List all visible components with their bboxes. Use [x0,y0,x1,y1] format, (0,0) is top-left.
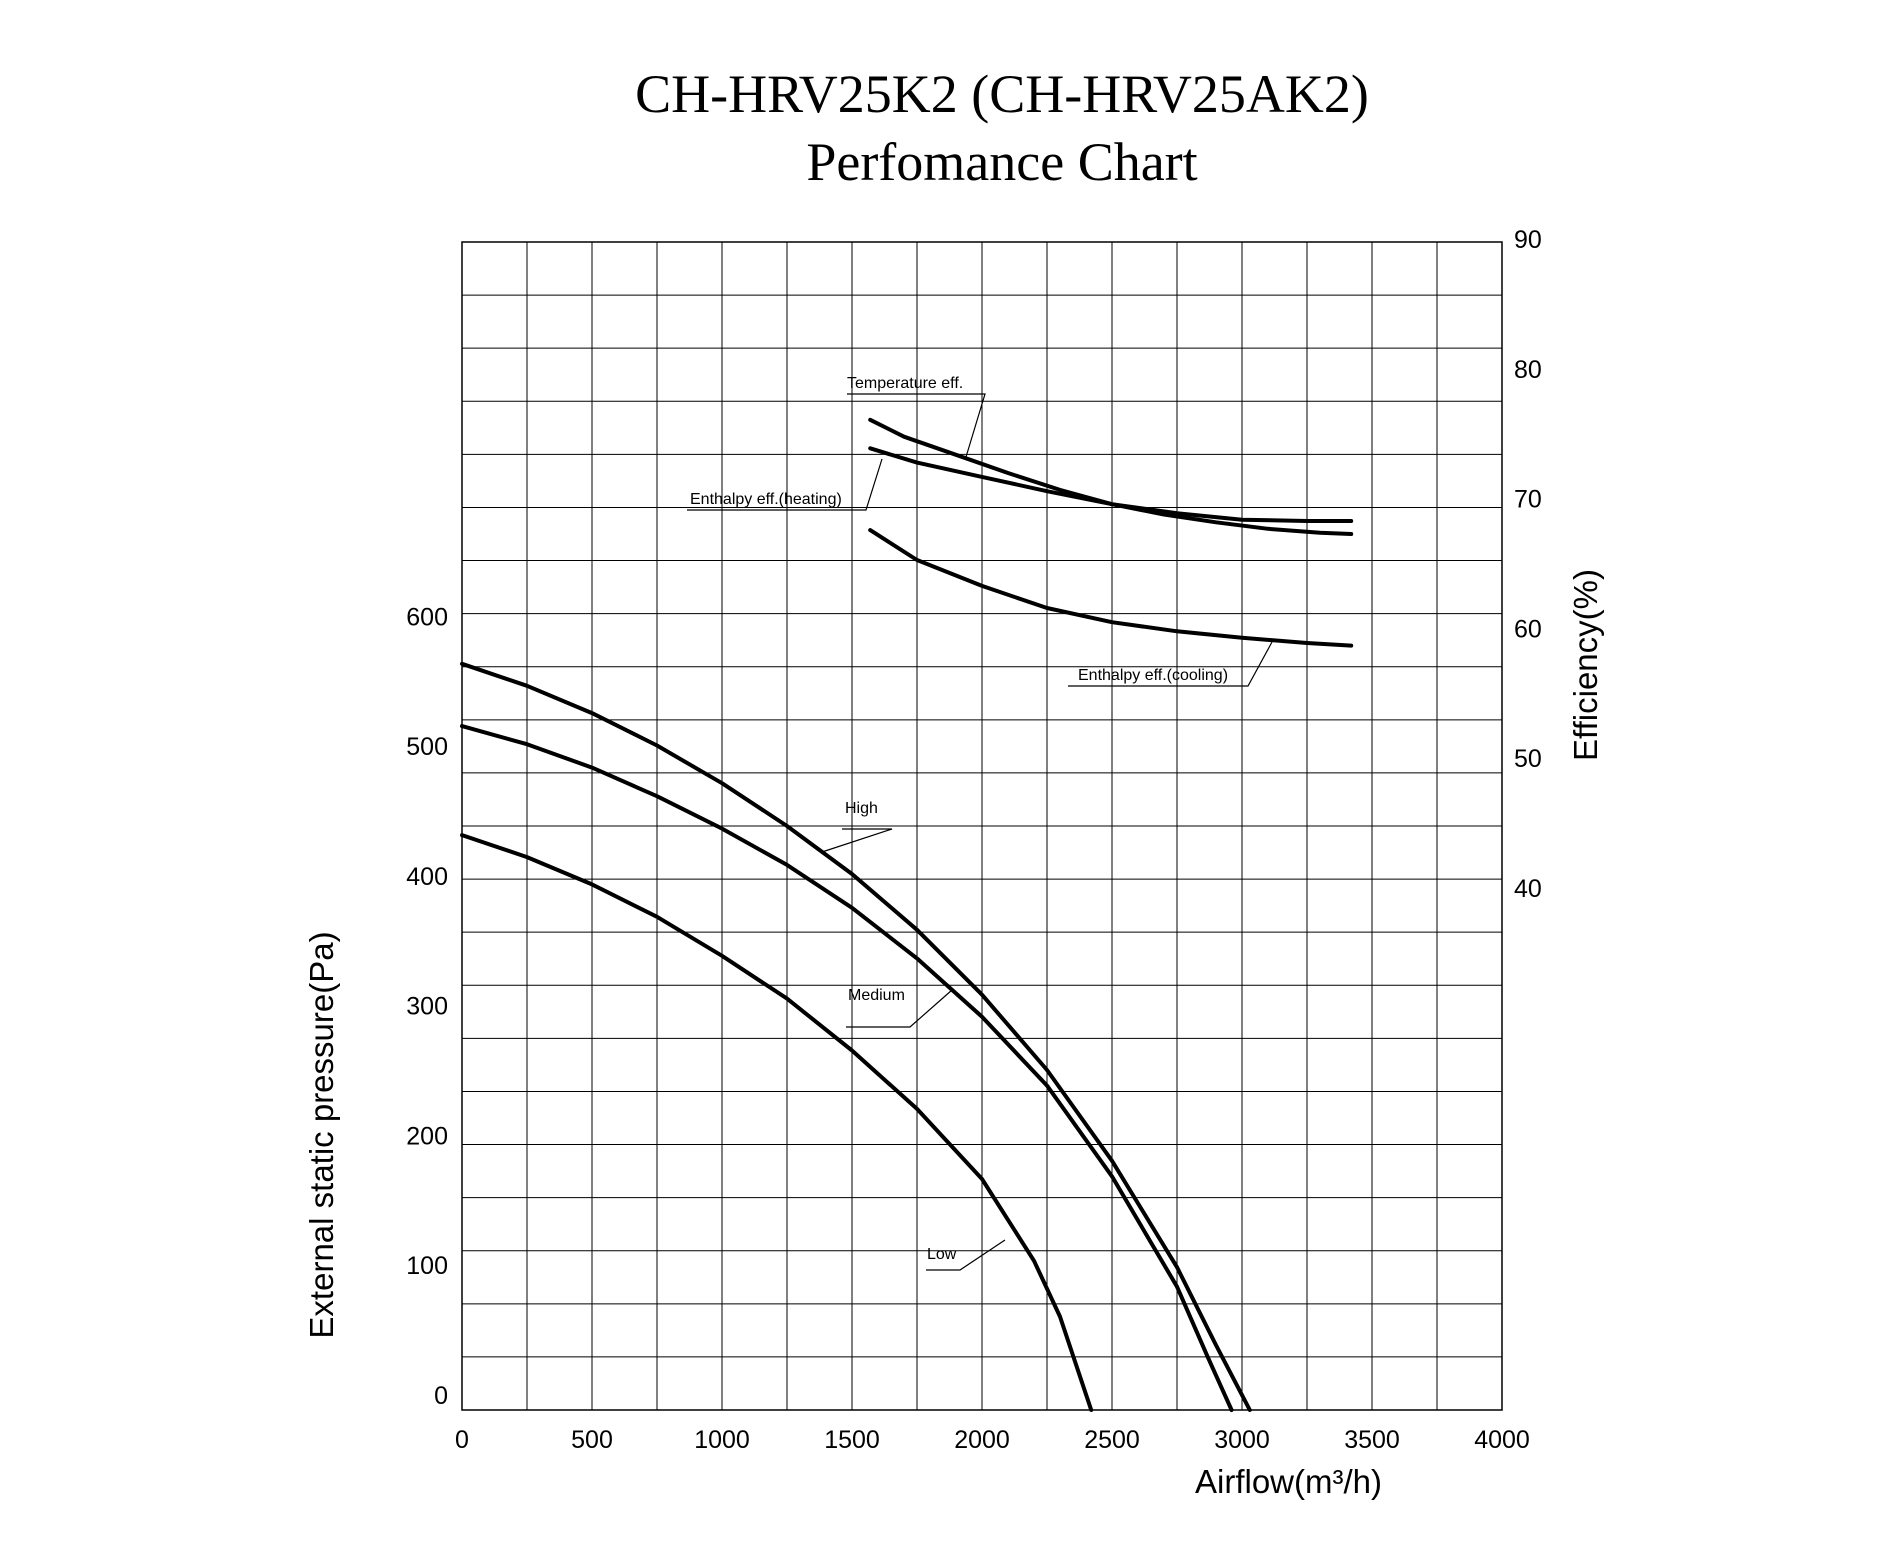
annotation-leader-line [687,458,883,511]
x-tick-label: 500 [571,1426,613,1454]
y-right-tick-label: 60 [1514,615,1542,643]
y-left-tick-label: 500 [406,733,448,761]
tick-labels: 0 500 1000 1500 2000 2500 3000 3500 4000 0 100 200 3… [406,226,1542,1454]
annotation-medium: Medium [848,987,905,1004]
plot-frame [461,241,1503,1411]
annotation-leader-line [821,828,893,853]
annotation-temperature-eff: Temperature eff. [847,375,963,392]
annotations: Temperature eff. Enthalpy eff.(heating) En… [687,375,1273,1271]
chart-title: CH-HRV25K2 (CH-HRV25AK2) [635,64,1369,124]
y-left-tick-label: 300 [406,993,448,1021]
curves [460,417,1354,1412]
annotation-enthalpy-eff-heating: Enthalpy eff.(heating) [690,491,842,508]
y-left-tick-label: 200 [406,1122,448,1150]
x-tick-label: 3500 [1344,1426,1400,1454]
x-tick-label: 2000 [954,1426,1010,1454]
annotation-enthalpy-eff-cooling: Enthalpy eff.(cooling) [1078,667,1228,684]
x-tick-label: 1000 [694,1426,750,1454]
annotation-leader-line [846,989,953,1028]
y-axis-left-label: External static pressure(Pa) [303,931,340,1338]
pressure-curve-high-line [460,661,1252,1412]
y-left-tick-label: 0 [434,1382,448,1410]
y-right-tick-label: 50 [1514,745,1542,773]
x-tick-label: 3000 [1214,1426,1270,1454]
annotation-high: High [845,800,878,817]
y-left-tick-label: 100 [406,1252,448,1280]
pressure-curve-medium-line [460,724,1234,1412]
y-right-tick-label: 70 [1514,486,1542,514]
x-tick-label: 2500 [1084,1426,1140,1454]
x-tick-label: 4000 [1474,1426,1530,1454]
efficiency-curve-enthalpy-eff-heating-line [868,446,1354,523]
annotation-leader-line [847,393,986,458]
annotation-leader-line [1068,641,1273,687]
chart-subtitle: Perfomance Chart [806,132,1197,192]
y-right-tick-label: 80 [1514,356,1542,384]
annotation-leader-line [926,1239,1006,1271]
y-left-tick-label: 400 [406,863,448,891]
efficiency-curve-enthalpy-eff-cooling-line [868,528,1354,648]
pressure-curve-low-line [460,833,1094,1412]
x-tick-label: 0 [455,1426,469,1454]
y-left-tick-label: 600 [406,603,448,631]
annotation-low: Low [927,1246,957,1263]
efficiency-curve-temperature-eff-line [868,417,1354,536]
x-axis-label: Airflow(m³/h) [1195,1463,1382,1500]
y-right-tick-label: 90 [1514,226,1542,254]
y-axis-right-label: Efficiency(%) [1567,569,1604,761]
grid [461,241,1503,1411]
y-right-tick-label: 40 [1514,875,1542,903]
x-tick-label: 1500 [824,1426,880,1454]
